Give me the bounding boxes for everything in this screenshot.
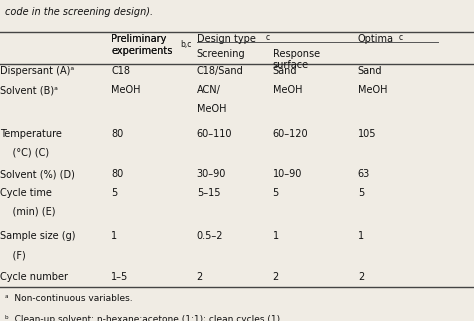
Text: 5–15: 5–15 <box>197 188 220 198</box>
Text: Cycle time: Cycle time <box>0 188 52 198</box>
Text: Sample size (g): Sample size (g) <box>0 231 75 241</box>
Text: MeOH: MeOH <box>273 85 302 95</box>
Text: Response
surface: Response surface <box>273 49 319 70</box>
Text: Solvent (%) (D): Solvent (%) (D) <box>0 169 75 179</box>
Text: (°C) (C): (°C) (C) <box>0 147 49 157</box>
Text: Optima: Optima <box>358 34 394 44</box>
Text: Solvent (B)ᵃ: Solvent (B)ᵃ <box>0 85 58 95</box>
Text: 60–110: 60–110 <box>197 129 232 139</box>
Text: Cycle number: Cycle number <box>0 272 68 282</box>
Text: 60–120: 60–120 <box>273 129 308 139</box>
Text: Preliminary
experiments: Preliminary experiments <box>111 34 173 56</box>
Text: (F): (F) <box>0 250 26 260</box>
Text: 30–90: 30–90 <box>197 169 226 179</box>
Text: 63: 63 <box>358 169 370 179</box>
Text: 10–90: 10–90 <box>273 169 302 179</box>
Text: Sand: Sand <box>273 66 297 76</box>
Text: 5: 5 <box>111 188 118 198</box>
Text: code in the screening design).: code in the screening design). <box>5 7 153 17</box>
Text: Screening: Screening <box>197 49 246 59</box>
Text: 2: 2 <box>197 272 203 282</box>
Text: ACN/: ACN/ <box>197 85 220 95</box>
Text: 1: 1 <box>111 231 118 241</box>
Text: ᵇ  Clean-up solvent: n-hexane:acetone (1:1); clean cycles (1).: ᵇ Clean-up solvent: n-hexane:acetone (1:… <box>5 315 283 321</box>
Text: 1: 1 <box>273 231 279 241</box>
Text: 2: 2 <box>273 272 279 282</box>
Text: 2: 2 <box>358 272 364 282</box>
Text: MeOH: MeOH <box>358 85 387 95</box>
Text: 105: 105 <box>358 129 376 139</box>
Text: MeOH: MeOH <box>197 104 226 114</box>
Text: 80: 80 <box>111 169 124 179</box>
Text: C18/Sand: C18/Sand <box>197 66 244 76</box>
Text: 0.5–2: 0.5–2 <box>197 231 223 241</box>
Text: c: c <box>265 33 270 42</box>
Text: ᵃ  Non-continuous variables.: ᵃ Non-continuous variables. <box>5 294 132 303</box>
Text: MeOH: MeOH <box>111 85 141 95</box>
Text: C18: C18 <box>111 66 130 76</box>
Text: Dispersant (A)ᵃ: Dispersant (A)ᵃ <box>0 66 74 76</box>
Text: 1–5: 1–5 <box>111 272 128 282</box>
Text: Sand: Sand <box>358 66 383 76</box>
Text: 80: 80 <box>111 129 124 139</box>
Text: b,c: b,c <box>180 40 191 49</box>
Text: Temperature: Temperature <box>0 129 62 139</box>
Text: Preliminary
experiments: Preliminary experiments <box>111 34 173 56</box>
Text: (min) (E): (min) (E) <box>0 206 55 216</box>
Text: 1: 1 <box>358 231 364 241</box>
Text: 5: 5 <box>273 188 279 198</box>
Text: 5: 5 <box>358 188 364 198</box>
Text: c: c <box>398 33 402 42</box>
Text: Design type: Design type <box>197 34 255 44</box>
